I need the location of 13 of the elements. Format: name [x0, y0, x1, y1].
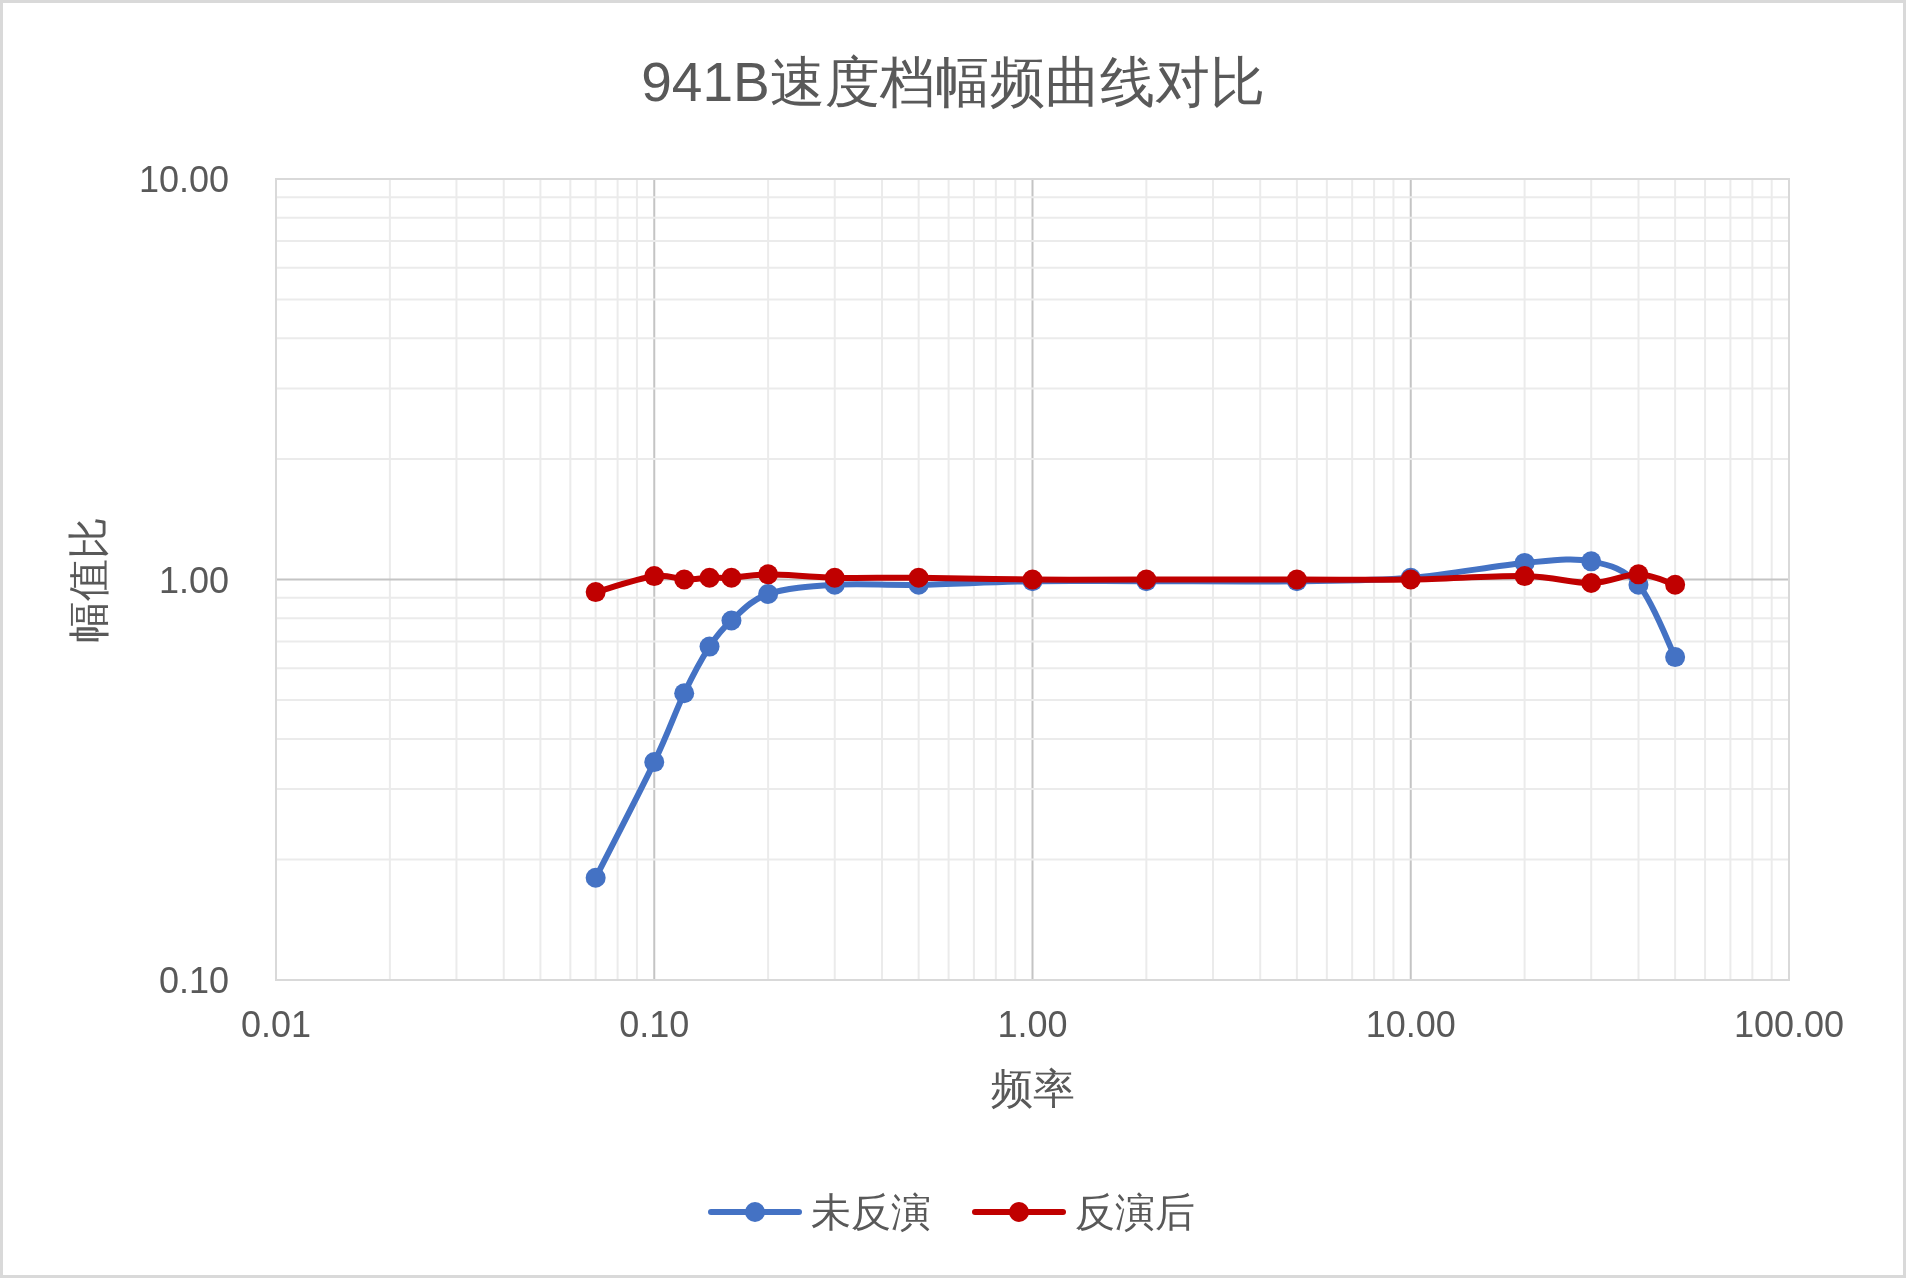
x-tick-label: 10.00 [1365, 1003, 1456, 1045]
y-tick-label: 10.00 [138, 158, 229, 200]
legend-label: 反演后 [1075, 1190, 1195, 1234]
x-tick-label: 0.10 [619, 1003, 690, 1045]
y-tick-label: 0.10 [158, 959, 229, 1001]
y-axis-title: 幅值比 [64, 516, 112, 643]
legend-label: 未反演 [811, 1190, 931, 1234]
y-tick-label: 1.00 [158, 559, 229, 600]
chart-title: 941B速度档幅频曲线对比 [641, 51, 1265, 113]
x-axis-title: 频率 [990, 1064, 1075, 1112]
x-tick-label: 100.00 [1733, 1003, 1845, 1045]
x-tick-label: 1.00 [997, 1003, 1068, 1045]
x-tick-label: 0.01 [240, 1003, 312, 1045]
